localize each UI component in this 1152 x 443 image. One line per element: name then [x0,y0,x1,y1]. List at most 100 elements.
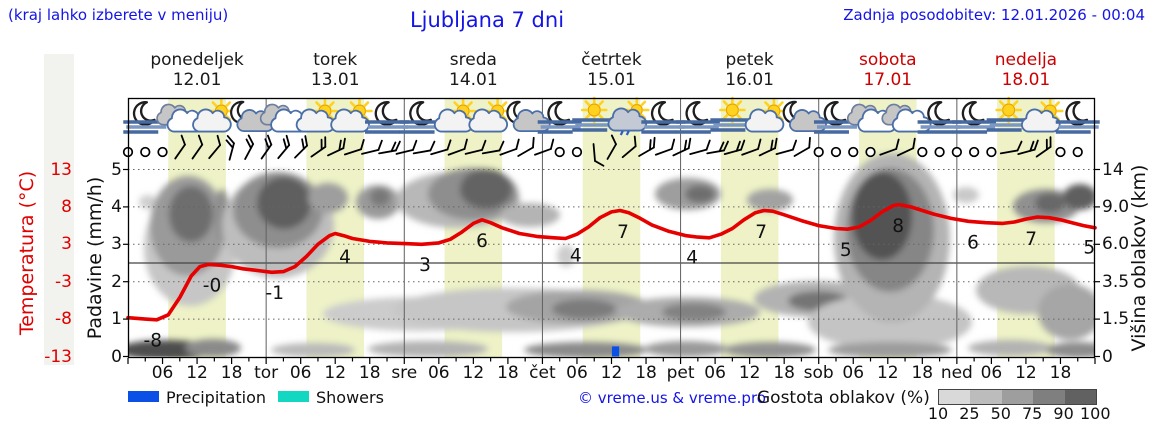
wind-barb-icon [191,134,204,160]
calm-wind-icon [813,146,824,158]
wind-barb-icon [244,134,255,160]
day-abbrev-label: sob [803,363,834,383]
temperature-point-label: 7 [755,222,767,243]
moon-fog-icon [365,101,410,134]
day-name: četrtek [581,50,642,70]
hour-label: 06 [980,363,1003,383]
temperature-curve [126,202,1097,322]
day-date: 14.01 [449,70,498,90]
wind-barb-icon [1017,139,1039,155]
day-label: četrtek 15.01 [542,50,680,90]
day-abbrev-label: čet [529,363,556,383]
temperature-point-label: 5 [1083,238,1095,259]
precipitation-legend-label: Precipitation [166,388,267,407]
moon-fog-icon [952,101,997,134]
calm-wind-icon [157,146,168,158]
sun-cloud-icon [744,97,788,133]
moon-fog-icon [641,101,686,134]
temperature-point-label: 7 [617,222,629,243]
temperature-point-label: -0 [203,276,221,297]
day-date: 16.01 [725,70,774,90]
day-name: ponedeljek [150,50,244,70]
page-title: Ljubljana 7 dni [409,8,565,32]
calm-wind-icon [554,146,565,158]
cloud-density-layer [129,153,1094,357]
axis-tick-label: 3.5 [1102,271,1130,292]
axis-tick-label: 14 [1102,159,1124,180]
day-name: nedelja [994,50,1058,70]
meteogram-plot: -8 -0 -1 4 3 6 4 7 4 7 5 8 6 7 5 [122,96,1100,364]
hour-label: 18 [358,363,381,383]
wind-barb-icon [208,134,222,160]
wind-barb-icon [225,135,235,161]
axis-tick-label: 0 [1102,346,1113,367]
hour-label: 06 [427,363,450,383]
day-abbrev-label: tor [254,363,279,383]
hour-label: 18 [773,363,795,383]
wind-barb-icon [534,138,555,156]
temperature-point-label: -8 [144,331,162,352]
wind-barb-icon [361,139,383,155]
wind-barb-icon [412,140,436,155]
temperature-point-label: 7 [1025,229,1037,250]
density-tick-label: 75 [1022,404,1043,423]
wind-barb-icon [343,139,365,156]
moon-fog-icon [1055,101,1100,134]
temperature-point-label: 5 [840,240,852,261]
wind-barb-icon [896,137,916,157]
hour-label: 06 [566,363,588,383]
copyright-link[interactable]: © vreme.us & vreme.pro [578,389,766,407]
sun-cloud-icon [295,97,339,133]
density-gradient-segment [939,390,971,404]
axis-tick-label: 2 [111,271,122,292]
temperature-point-label: 6 [476,231,488,252]
wind-barb-icon [481,140,505,155]
showers-swatch [278,391,309,402]
axis-tick-label: 4 [111,196,122,217]
calm-wind-icon [1055,146,1066,158]
moon-fog-icon [675,101,720,134]
density-tick-label: 100 [1080,404,1111,423]
day-date: 15.01 [587,70,636,90]
wind-barb-icon [621,135,637,159]
axis-tick-label: 5 [111,159,122,180]
wind-barb-icon [706,140,729,155]
hour-label: 06 [151,363,174,383]
wind-barb-icon [277,134,291,160]
axis-tick-label: 3 [61,234,72,255]
day-label: sobota 17.01 [819,50,957,90]
hour-label: 18 [911,363,934,383]
density-tick-label: 25 [959,404,980,423]
hour-label: 06 [704,363,726,383]
day-abbrev-label: pet [666,363,695,383]
axis-tick-label: 1.5 [1102,309,1130,330]
day-date: 12.01 [172,70,222,90]
calm-wind-icon [968,146,980,158]
temperature-point-label: 3 [419,255,431,276]
wind-barb-icon [672,137,692,157]
temperature-point-label: 6 [967,233,979,254]
day-abbrev-label: ned [940,363,973,383]
day-date: 13.01 [310,70,360,90]
wind-barb-icon [723,139,746,155]
hour-label: 12 [738,363,761,383]
axis-tick-label: 13 [50,159,72,180]
showers-legend-label: Showers [316,388,384,407]
wind-barb-row [122,134,1083,167]
wind-barb-icon [294,135,308,159]
hour-label: 12 [1015,363,1037,383]
calm-wind-icon [865,146,876,158]
wind-barb-icon [430,139,452,156]
calm-wind-icon [951,146,963,158]
wind-barb-icon [447,138,468,156]
calm-wind-icon [571,146,583,158]
wind-barb-icon [260,134,273,160]
hour-label: 12 [876,363,899,383]
hour-label: 18 [497,363,519,383]
plot-frame [127,97,1096,359]
hour-label: 12 [324,363,347,383]
density-tick-label: 90 [1053,404,1074,423]
day-name: sreda [449,50,497,70]
density-tick-label: 50 [990,404,1011,423]
